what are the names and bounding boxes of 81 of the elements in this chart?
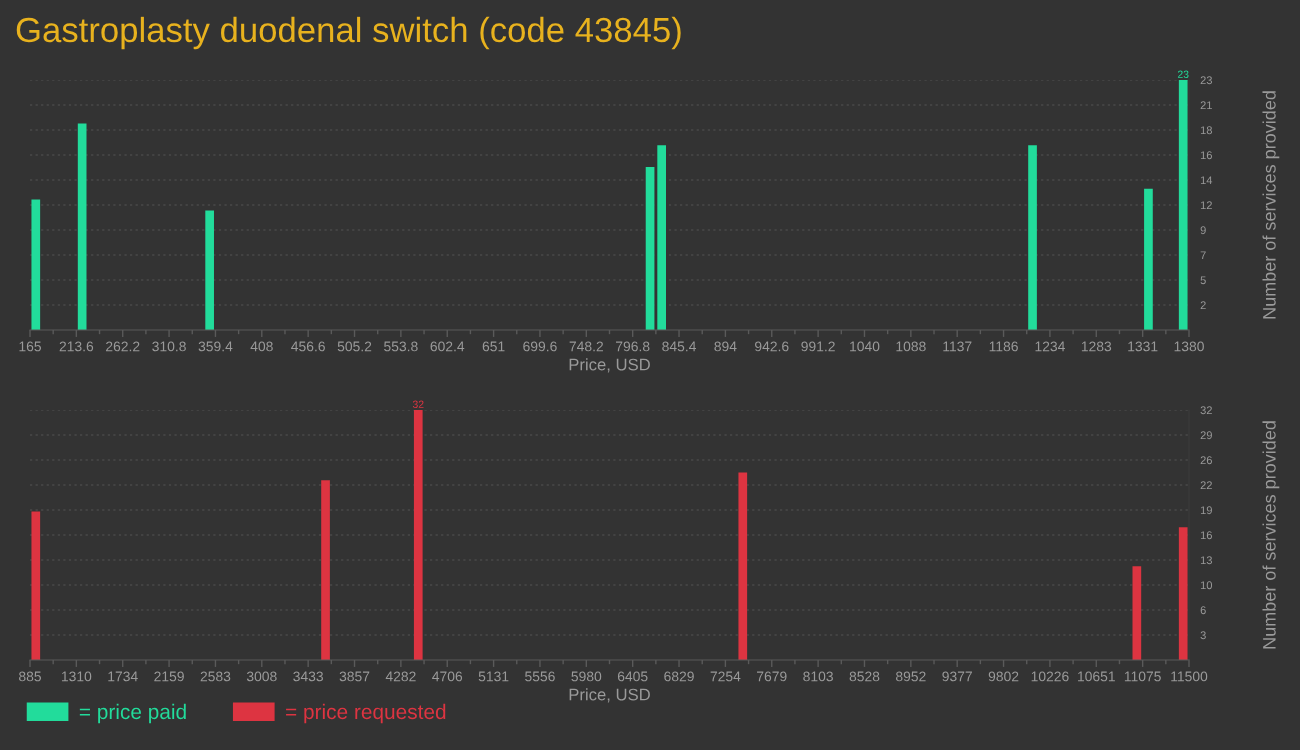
x-tick-label: 10651 (1078, 671, 1115, 682)
x-tick-label: 3433 (293, 671, 323, 682)
x-tick-label: 456.6 (291, 341, 325, 352)
x-tick-label: 4706 (432, 671, 463, 682)
x-tick-label: 885 (19, 671, 42, 682)
x-tick-label: 6405 (617, 671, 648, 682)
x-tick-label: 1283 (1081, 341, 1112, 352)
y-tick-label: 3 (1200, 631, 1206, 640)
x-tick-label: 651 (482, 341, 505, 352)
y-tick-label: 9 (1200, 226, 1206, 235)
x-tick-label: 748.2 (569, 341, 603, 352)
x-tick-label: 5556 (525, 671, 555, 682)
x-tick-label: 505.2 (337, 341, 372, 352)
x-tick-label: 11500 (1171, 671, 1208, 682)
y-tick-label: 29 (1200, 431, 1212, 440)
y-tick-label: 19 (1200, 506, 1212, 515)
x-tick-label: 6829 (664, 671, 694, 682)
x-tick-label: 8952 (896, 671, 926, 682)
y-tick-label: 16 (1200, 151, 1212, 160)
y-tick-label: 7 (1200, 251, 1206, 260)
y-tick-label: 22 (1200, 481, 1212, 490)
x-axis-title: Price, USD (569, 358, 650, 373)
x-tick-label: 699.6 (523, 341, 557, 352)
y-tick-label: 23 (1200, 76, 1212, 85)
x-tick-label: 1380 (1174, 341, 1204, 352)
x-tick-label: 5980 (571, 671, 602, 682)
x-tick-label: 9802 (988, 671, 1019, 682)
y-tick-label: 21 (1200, 101, 1212, 110)
x-tick-label: 4282 (385, 671, 416, 682)
y-tick-label: 18 (1200, 126, 1212, 135)
x-tick-label: 1186 (989, 341, 1018, 352)
x-tick-label: 9377 (942, 671, 972, 682)
x-tick-label: 1234 (1035, 341, 1065, 352)
y-tick-label: 10 (1200, 581, 1213, 590)
x-tick-label: 1310 (61, 671, 92, 682)
x-tick-label: 408 (250, 341, 273, 352)
y-tick-label: 16 (1200, 531, 1212, 540)
y-tick-label: 12 (1200, 201, 1212, 210)
x-tick-label: 165 (19, 341, 42, 352)
x-tick-label: 2159 (154, 671, 184, 682)
x-tick-label: 602.4 (430, 341, 465, 352)
chart-title: Gastroplasty duodenal switch (code 43845) (16, 16, 681, 50)
y-tick-label: 6 (1200, 606, 1206, 615)
x-tick-label: 796.8 (616, 341, 650, 352)
x-tick-label: 11075 (1124, 671, 1161, 682)
legend-label: = price requested (286, 703, 446, 724)
y-tick-label: 2 (1200, 301, 1206, 310)
y-tick-label: 5 (1200, 276, 1206, 285)
x-tick-label: 7679 (757, 671, 787, 682)
y-axis-title: Number of services provided (1262, 91, 1280, 319)
y-axis-title: Number of services provided (1262, 421, 1280, 649)
x-tick-label: 942.6 (755, 341, 789, 352)
data-label: 32 (412, 400, 424, 408)
legend-label: = price paid (79, 703, 186, 724)
y-tick-label: 32 (1200, 406, 1212, 415)
y-tick-label: 26 (1200, 456, 1212, 465)
x-tick-label: 359.4 (198, 341, 233, 352)
y-tick-label: 14 (1200, 176, 1213, 185)
x-tick-label: 1040 (850, 341, 880, 352)
x-tick-label: 991.2 (801, 341, 835, 352)
x-tick-label: 1137 (943, 341, 972, 352)
x-tick-label: 553.8 (384, 341, 418, 352)
x-tick-label: 894 (714, 341, 737, 352)
x-tick-label: 1088 (896, 341, 926, 352)
x-axis-title: Price, USD (569, 688, 650, 703)
x-tick-label: 1331 (1128, 341, 1158, 352)
x-tick-label: 310.8 (152, 341, 186, 352)
x-tick-label: 262.2 (106, 341, 140, 352)
x-tick-label: 8103 (803, 671, 833, 682)
y-tick-label: 13 (1200, 556, 1212, 565)
x-tick-label: 1734 (108, 671, 138, 682)
x-tick-label: 7254 (710, 671, 741, 682)
x-tick-label: 2583 (200, 671, 231, 682)
x-tick-label: 3008 (246, 671, 277, 682)
x-tick-label: 10226 (1031, 671, 1069, 682)
x-tick-label: 213.6 (59, 341, 94, 352)
x-tick-label: 8528 (849, 671, 880, 682)
x-tick-label: 3857 (339, 671, 370, 682)
x-tick-label: 845.4 (662, 341, 697, 352)
data-label: 23 (1177, 70, 1189, 78)
x-tick-label: 5131 (478, 671, 509, 682)
